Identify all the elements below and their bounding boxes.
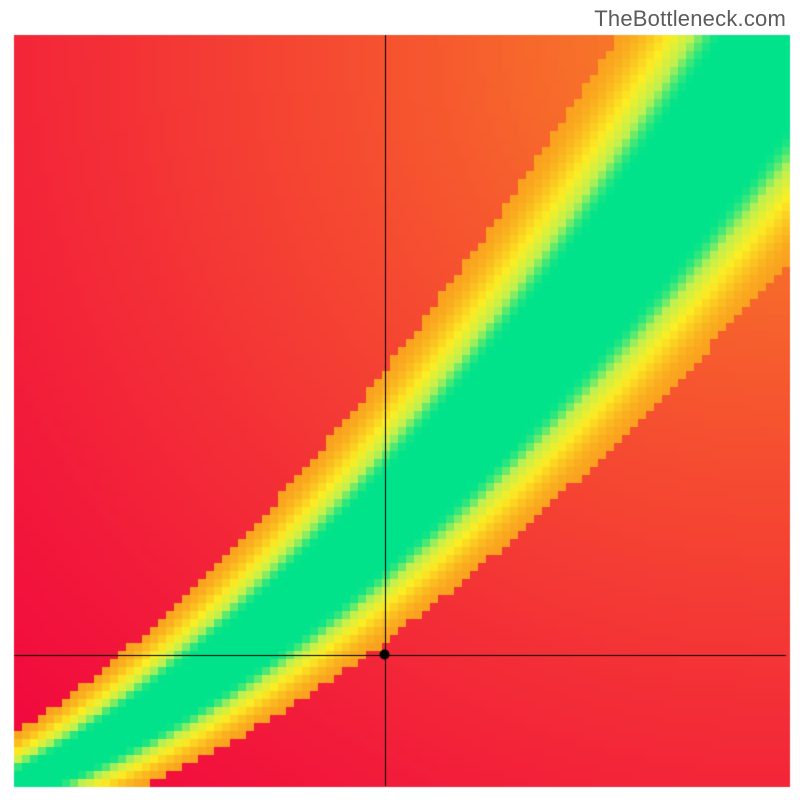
chart-container: TheBottleneck.com bbox=[0, 0, 800, 800]
watermark-text: TheBottleneck.com bbox=[594, 6, 786, 32]
bottleneck-heatmap bbox=[0, 0, 800, 800]
